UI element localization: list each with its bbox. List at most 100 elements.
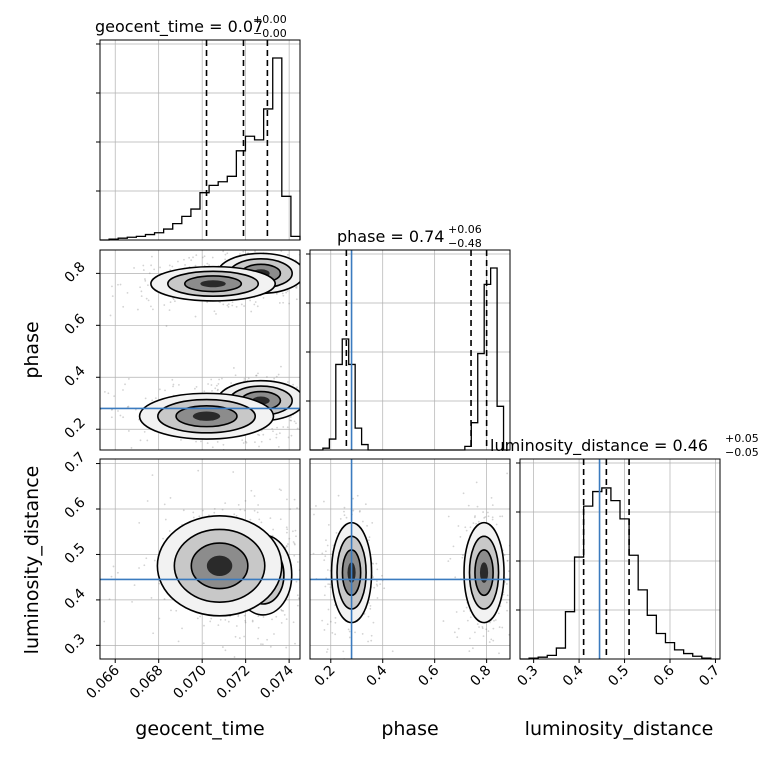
- sample-point: [148, 272, 151, 275]
- sample-point: [352, 497, 354, 500]
- sample-point: [282, 609, 285, 612]
- sample-point: [196, 617, 199, 620]
- sample-point: [312, 268, 314, 270]
- sample-point: [503, 554, 506, 557]
- sample-point: [168, 530, 171, 532]
- sample-point: [218, 378, 221, 381]
- sample-point: [317, 406, 319, 408]
- sample-point: [312, 564, 314, 566]
- sample-point: [194, 315, 197, 318]
- sample-point: [295, 298, 298, 301]
- sample-point: [320, 583, 322, 585]
- sample-point: [505, 583, 508, 585]
- sample-point: [469, 637, 471, 640]
- sample-point: [260, 440, 263, 443]
- sample-point: [295, 535, 297, 538]
- sample-point: [457, 525, 460, 527]
- sample-point: [257, 626, 260, 629]
- sample-point: [235, 514, 238, 517]
- sample-point: [245, 441, 248, 444]
- sample-point: [368, 602, 370, 604]
- sample-point: [213, 455, 215, 457]
- sample-point: [248, 243, 250, 245]
- sample-point: [60, 409, 62, 411]
- sample-point: [162, 537, 164, 540]
- sample-point: [506, 472, 509, 475]
- sample-point: [151, 399, 154, 402]
- sample-point: [391, 650, 394, 653]
- sample-point: [113, 395, 116, 398]
- sample-point: [342, 650, 345, 653]
- scatter-panel-phase_vs_luminosity_distance: [309, 458, 520, 666]
- sample-point: [177, 452, 179, 454]
- sample-point: [201, 256, 204, 259]
- sample-point: [96, 413, 98, 415]
- sample-point: [213, 310, 216, 313]
- sample-point: [293, 543, 296, 546]
- sample-point: [370, 639, 373, 642]
- sample-point: [491, 516, 494, 519]
- sample-point: [172, 383, 175, 386]
- sample-point: [209, 620, 212, 623]
- sample-point: [237, 503, 240, 506]
- sample-point: [319, 276, 321, 278]
- sample-point: [447, 515, 450, 518]
- sample-point: [275, 433, 278, 436]
- sample-point: [279, 518, 282, 521]
- sample-point: [133, 584, 136, 587]
- sample-point: [383, 587, 386, 590]
- sample-point: [288, 302, 291, 305]
- sample-point: [287, 436, 290, 439]
- sample-point: [511, 547, 513, 549]
- sample-point: [153, 268, 156, 271]
- y-tick-label: 0.3: [62, 631, 89, 658]
- sample-point: [250, 310, 253, 313]
- sample-point: [172, 385, 174, 388]
- sample-point: [302, 512, 304, 514]
- sample-point: [307, 251, 309, 253]
- sample-point: [243, 377, 246, 380]
- sample-point: [315, 505, 317, 507]
- sample-point: [272, 528, 275, 531]
- x-tick-label: 0.5: [605, 663, 632, 690]
- sample-point: [164, 518, 167, 521]
- sample-point: [486, 511, 489, 514]
- sample-point: [199, 615, 201, 618]
- sample-point: [142, 269, 145, 271]
- contour-level-3: [479, 562, 489, 583]
- sample-point: [310, 385, 312, 387]
- sample-point: [481, 627, 484, 630]
- sample-point: [442, 620, 445, 622]
- sample-point: [367, 640, 369, 643]
- sample-point: [110, 408, 113, 411]
- sample-point: [278, 302, 281, 304]
- sample-point: [289, 508, 292, 511]
- sample-point: [490, 496, 493, 499]
- sample-point: [518, 535, 520, 537]
- sample-point: [244, 619, 247, 622]
- sample-point: [282, 426, 285, 428]
- sample-point: [237, 244, 239, 246]
- sample-point: [281, 609, 283, 612]
- sample-point: [285, 618, 288, 621]
- sample-point: [219, 618, 222, 621]
- sample-point: [321, 275, 323, 277]
- sample-point: [275, 615, 278, 618]
- sample-point: [224, 258, 227, 261]
- sample-point: [238, 253, 241, 255]
- sample-point: [508, 570, 510, 573]
- sample-point: [164, 389, 166, 392]
- sample-point: [461, 556, 464, 559]
- sample-point: [308, 414, 310, 416]
- sample-point: [473, 516, 476, 519]
- sample-point: [139, 439, 142, 442]
- sample-point: [158, 388, 161, 391]
- sample-point: [122, 416, 125, 419]
- sample-point: [163, 304, 166, 306]
- sample-point: [117, 283, 119, 286]
- histogram-phase: [310, 267, 510, 451]
- sample-point: [323, 594, 326, 597]
- sample-point: [169, 268, 172, 271]
- sample-point: [355, 664, 357, 666]
- sample-point: [283, 613, 286, 616]
